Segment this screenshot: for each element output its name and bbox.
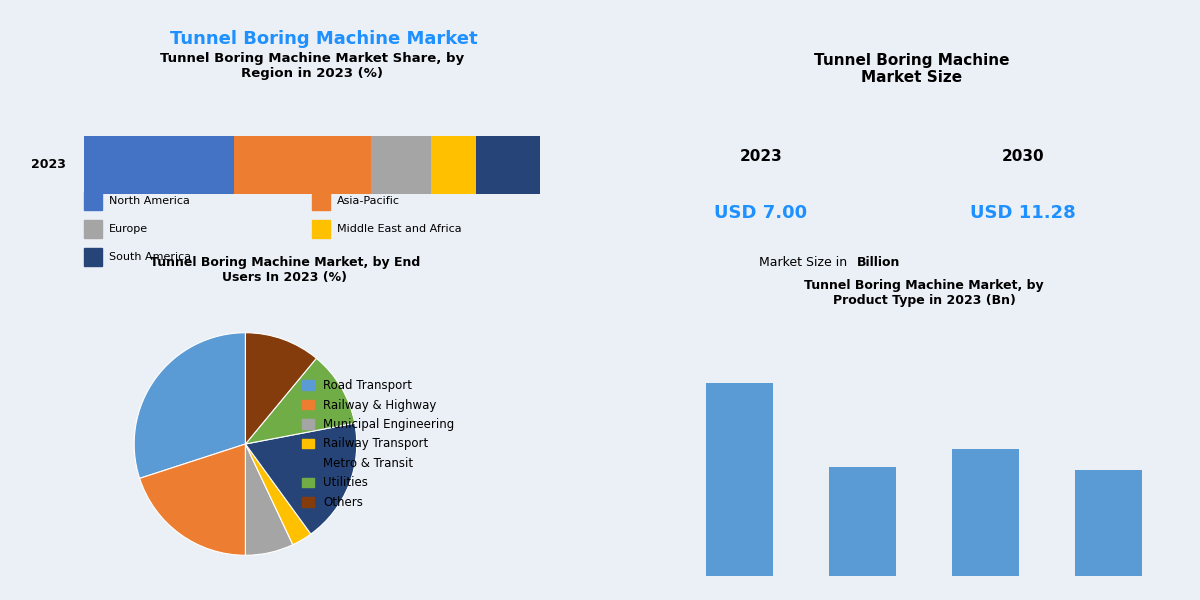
- Bar: [234, 136, 371, 194]
- Text: Asia-Pacific: Asia-Pacific: [337, 196, 400, 206]
- Wedge shape: [134, 333, 246, 478]
- Bar: [312, 220, 330, 238]
- Wedge shape: [139, 444, 246, 555]
- Text: Tunnel Boring Machine Market: Tunnel Boring Machine Market: [170, 30, 478, 48]
- Bar: [1074, 470, 1142, 576]
- Wedge shape: [246, 444, 311, 545]
- Text: 2030: 2030: [1002, 149, 1044, 164]
- Bar: [312, 192, 330, 210]
- Bar: [84, 192, 102, 210]
- Legend: Road Transport, Railway & Highway, Municipal Engineering, Railway Transport, Met: Road Transport, Railway & Highway, Munic…: [298, 374, 460, 514]
- Bar: [431, 136, 476, 194]
- Text: 2023: 2023: [31, 158, 66, 172]
- Text: 2023: 2023: [739, 149, 782, 164]
- Wedge shape: [246, 333, 317, 444]
- Text: USD 7.00: USD 7.00: [714, 204, 808, 222]
- Bar: [706, 383, 774, 576]
- Text: Billion: Billion: [857, 256, 900, 269]
- Text: North America: North America: [109, 196, 190, 206]
- Bar: [952, 449, 1019, 576]
- Wedge shape: [246, 444, 293, 555]
- Bar: [476, 136, 540, 194]
- Bar: [84, 136, 234, 194]
- Text: Europe: Europe: [109, 224, 149, 234]
- Text: South America: South America: [109, 252, 191, 262]
- Title: Tunnel Boring Machine Market, by
Product Type in 2023 (Bn): Tunnel Boring Machine Market, by Product…: [804, 278, 1044, 307]
- Text: Market Size in: Market Size in: [760, 256, 852, 269]
- Text: Tunnel Boring Machine
Market Size: Tunnel Boring Machine Market Size: [815, 53, 1009, 85]
- Bar: [829, 467, 896, 576]
- Bar: [84, 220, 102, 238]
- Wedge shape: [246, 358, 355, 444]
- Bar: [371, 136, 431, 194]
- Text: Tunnel Boring Machine Market, by End
Users In 2023 (%): Tunnel Boring Machine Market, by End Use…: [150, 256, 420, 284]
- Text: USD 11.28: USD 11.28: [970, 204, 1075, 222]
- Text: Tunnel Boring Machine Market Share, by
Region in 2023 (%): Tunnel Boring Machine Market Share, by R…: [160, 52, 464, 80]
- Bar: [84, 248, 102, 266]
- Text: Middle East and Africa: Middle East and Africa: [337, 224, 462, 234]
- Wedge shape: [246, 423, 356, 534]
